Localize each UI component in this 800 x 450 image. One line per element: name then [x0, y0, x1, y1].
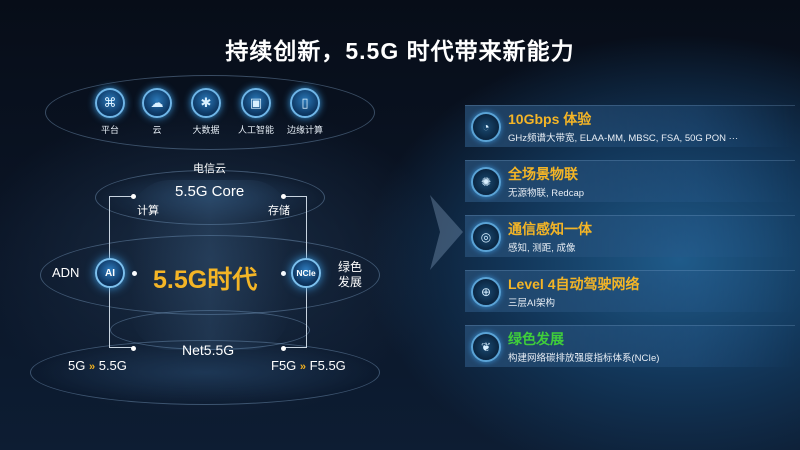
feature-title: 全场景物联: [508, 166, 578, 182]
feature-desc: GHz频谱大带宽, ELAA-MM, MBSC, FSA, 50G PON ··…: [508, 133, 739, 144]
icon-label: 平台: [100, 125, 119, 135]
green-label-2: 发展: [338, 275, 363, 289]
chevron-right-icon: »: [299, 361, 307, 373]
telecom-cloud-label: 电信云: [193, 163, 226, 175]
autonomous-network-icon: ⊕: [471, 277, 501, 307]
ai-chip-icon: ▣: [241, 88, 271, 118]
ai-node: AI: [95, 258, 125, 288]
feature-desc: 无源物联, Redcap: [508, 188, 585, 199]
iot-icon: ✺: [471, 167, 501, 197]
feature-desc: 感知, 测距, 成像: [508, 243, 576, 254]
feature-title: 绿色发展: [508, 331, 564, 347]
connector-dot: [131, 346, 136, 351]
sensing-icon: ◎: [471, 222, 501, 252]
feature-desc: 构建网络碳排放强度指标体系(NCIe): [508, 353, 660, 364]
feature-row: ❦ 绿色发展 构建网络碳排放强度指标体系(NCIe): [465, 325, 795, 367]
icon-label: 大数据: [192, 125, 220, 135]
feature-row: ✺ 全场景物联 无源物联, Redcap: [465, 160, 795, 202]
bottom-ring: [30, 340, 380, 405]
icon-label: 云: [152, 125, 162, 135]
feature-row: ⊕ Level 4自动驾驶网络 三层AI架构: [465, 270, 795, 312]
feature-title: Level 4自动驾驶网络: [508, 276, 640, 292]
slide-title: 持续创新，5.5G 时代带来新能力: [225, 38, 575, 64]
leaf-icon: ❦: [471, 332, 501, 362]
wireless-evolution: 5G » 5.5G: [68, 358, 127, 373]
icon-label: 边缘计算: [286, 125, 323, 135]
era-label: 5.5G时代: [153, 266, 258, 294]
big-data-icon: ✱: [191, 88, 221, 118]
feature-title: 10Gbps 体验: [508, 111, 592, 127]
speed-gauge-icon: ◔: [471, 112, 501, 142]
cloud-icon: ☁: [142, 88, 172, 118]
connector-dot: [281, 271, 286, 276]
chevron-right-icon: »: [88, 361, 96, 373]
green-label-1: 绿色: [338, 260, 363, 274]
edge-computing-icon: ▯: [290, 88, 320, 118]
storage-label: 存储: [268, 205, 290, 217]
feature-desc: 三层AI架构: [508, 298, 555, 309]
fixed-evolution: F5G » F5.5G: [271, 358, 346, 373]
top-ring: [45, 75, 375, 150]
funnel-body: [130, 180, 290, 350]
to-label: F5.5G: [309, 358, 346, 373]
feature-title: 通信感知一体: [508, 221, 592, 237]
from-label: F5G: [271, 358, 297, 373]
compute-label: 计算: [137, 205, 159, 217]
feature-row: ◎ 通信感知一体 感知, 测距, 成像: [465, 215, 795, 257]
core-label: 5.5G Core: [175, 183, 245, 200]
arrow-right-icon: [430, 195, 463, 270]
net-label: Net5.5G: [182, 342, 235, 358]
connector-dot: [132, 271, 137, 276]
to-label: 5.5G: [98, 358, 127, 373]
adn-label: ADN: [52, 265, 80, 280]
ncle-node: NCle: [291, 258, 321, 288]
platform-icon: ⌘: [95, 88, 125, 118]
icon-label: 人工智能: [237, 125, 274, 135]
feature-row: ◔ 10Gbps 体验 GHz频谱大带宽, ELAA-MM, MBSC, FSA…: [465, 105, 795, 147]
connector-dot: [281, 194, 286, 199]
from-label: 5G: [68, 358, 86, 373]
connector-dot: [131, 194, 136, 199]
connector-dot: [281, 346, 286, 351]
